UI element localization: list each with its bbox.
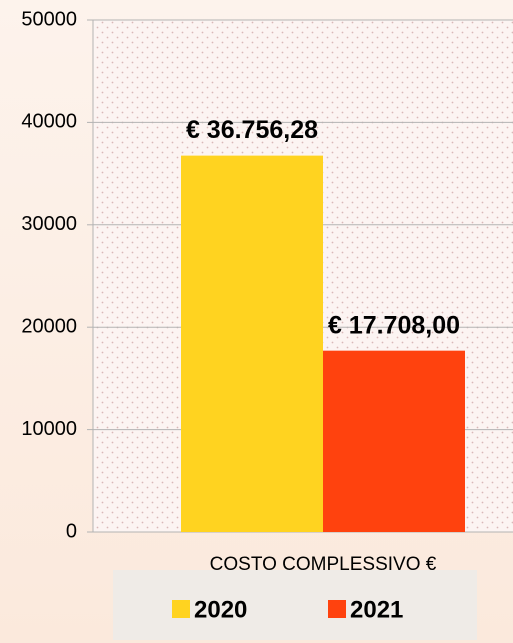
y-tick-label: 40000: [21, 111, 77, 133]
legend-label: 2020: [194, 596, 247, 623]
x-tick-label: COSTO COMPLESSIVO €: [210, 554, 437, 575]
y-tick-label: 30000: [21, 213, 77, 235]
y-tick-label: 20000: [21, 315, 77, 337]
legend-swatch: [172, 600, 190, 618]
bar: [323, 350, 465, 532]
legend-box: [113, 570, 477, 640]
y-tick-label: 10000: [21, 418, 77, 440]
y-tick-label: 0: [66, 520, 77, 542]
y-tick-label: 50000: [21, 8, 77, 30]
legend-swatch: [328, 600, 346, 618]
value-label: € 17.708,00: [328, 311, 460, 339]
legend-label: 2021: [350, 596, 403, 623]
value-label: € 36.756,28: [186, 116, 318, 144]
bar: [181, 155, 323, 532]
